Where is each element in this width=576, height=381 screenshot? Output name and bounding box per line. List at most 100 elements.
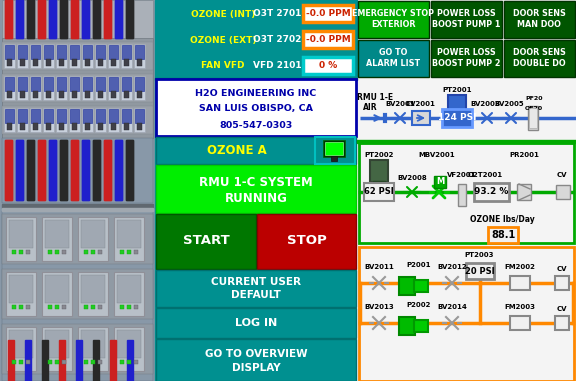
Bar bbox=[56, 76, 67, 100]
Text: DOOR SENS
DOUBLE DO: DOOR SENS DOUBLE DO bbox=[513, 48, 566, 68]
Text: CV: CV bbox=[557, 306, 567, 312]
Bar bbox=[4, 44, 15, 68]
Bar bbox=[108, 108, 119, 132]
Bar bbox=[81, 275, 105, 303]
Bar bbox=[8, 340, 14, 381]
Bar bbox=[155, 78, 357, 80]
Bar bbox=[556, 185, 570, 199]
Bar bbox=[2, 138, 153, 203]
Text: BV2003: BV2003 bbox=[470, 101, 500, 107]
Text: PT2002: PT2002 bbox=[364, 152, 393, 158]
Bar bbox=[412, 111, 430, 125]
Bar bbox=[357, 140, 576, 143]
Bar bbox=[4, 76, 15, 100]
Bar bbox=[56, 108, 67, 132]
Text: BV2008: BV2008 bbox=[397, 175, 427, 181]
Bar bbox=[45, 330, 69, 358]
Text: 124 PSI: 124 PSI bbox=[438, 114, 476, 123]
Bar bbox=[31, 109, 40, 123]
Bar bbox=[114, 272, 144, 316]
Bar bbox=[109, 109, 118, 123]
Bar bbox=[121, 76, 132, 100]
Bar bbox=[110, 340, 116, 381]
Bar bbox=[325, 142, 343, 155]
Bar bbox=[95, 76, 106, 100]
Bar bbox=[38, 0, 45, 38]
Bar bbox=[137, 91, 142, 98]
Bar bbox=[104, 0, 111, 38]
Text: FM2002: FM2002 bbox=[505, 264, 536, 270]
Bar bbox=[5, 0, 12, 38]
Text: H2O ENGINEERING INC: H2O ENGINEERING INC bbox=[195, 88, 317, 98]
Bar bbox=[85, 91, 90, 98]
Text: BV2013: BV2013 bbox=[364, 304, 394, 310]
Bar bbox=[55, 305, 59, 309]
Bar bbox=[82, 140, 89, 200]
Text: RMU 1-C SYSTEM: RMU 1-C SYSTEM bbox=[199, 176, 313, 189]
Bar bbox=[38, 140, 45, 200]
Bar bbox=[43, 44, 54, 68]
Bar bbox=[19, 305, 23, 309]
Bar bbox=[2, 42, 153, 70]
Bar bbox=[45, 275, 69, 303]
Bar bbox=[20, 123, 25, 130]
Bar bbox=[115, 0, 122, 38]
Text: BV2012: BV2012 bbox=[437, 264, 467, 270]
Bar bbox=[70, 45, 79, 59]
Text: VFD 2101: VFD 2101 bbox=[253, 61, 301, 70]
Bar bbox=[555, 316, 569, 330]
Bar bbox=[98, 360, 102, 364]
Bar bbox=[5, 140, 12, 200]
Bar bbox=[17, 76, 28, 100]
Text: CURRENT USER: CURRENT USER bbox=[211, 277, 301, 287]
Bar bbox=[2, 0, 153, 40]
Text: VF2001: VF2001 bbox=[447, 172, 477, 178]
Bar bbox=[442, 109, 472, 127]
Bar bbox=[122, 77, 131, 91]
Bar bbox=[81, 330, 105, 358]
Text: M: M bbox=[436, 178, 444, 187]
Text: 88.1: 88.1 bbox=[491, 230, 515, 240]
Bar bbox=[134, 250, 138, 254]
Bar bbox=[19, 250, 23, 254]
Text: OZONE (EXT): OZONE (EXT) bbox=[190, 35, 256, 45]
Bar bbox=[155, 0, 357, 381]
Bar bbox=[124, 123, 129, 130]
Bar bbox=[49, 0, 56, 38]
Bar bbox=[78, 272, 108, 316]
Bar bbox=[26, 250, 30, 254]
Text: OF20: OF20 bbox=[525, 106, 543, 110]
Text: 20 PSI: 20 PSI bbox=[465, 266, 495, 275]
Text: O3T 2702: O3T 2702 bbox=[253, 35, 301, 45]
Text: SAN LUIS OBISPO, CA: SAN LUIS OBISPO, CA bbox=[199, 104, 313, 114]
Bar bbox=[46, 59, 51, 66]
Text: MBV2001: MBV2001 bbox=[419, 152, 455, 158]
Bar bbox=[26, 305, 30, 309]
Bar bbox=[91, 250, 95, 254]
Bar bbox=[16, 140, 23, 200]
Bar bbox=[303, 31, 353, 48]
Text: AIR: AIR bbox=[363, 102, 377, 112]
Text: -0.0 PPM: -0.0 PPM bbox=[306, 35, 350, 45]
Bar bbox=[44, 45, 53, 59]
Bar bbox=[16, 0, 23, 38]
Bar bbox=[57, 109, 66, 123]
Bar bbox=[108, 76, 119, 100]
Bar bbox=[60, 140, 67, 200]
Text: CV: CV bbox=[557, 266, 567, 272]
Bar bbox=[137, 123, 142, 130]
Text: O3T 2701: O3T 2701 bbox=[253, 10, 301, 19]
Bar bbox=[504, 1, 575, 38]
Bar bbox=[55, 360, 59, 364]
Bar bbox=[69, 76, 80, 100]
Bar bbox=[466, 263, 494, 279]
Bar bbox=[20, 59, 25, 66]
Bar bbox=[127, 340, 133, 381]
Text: FAN VFD: FAN VFD bbox=[201, 61, 245, 70]
Bar bbox=[414, 320, 428, 332]
Bar bbox=[2, 324, 153, 374]
Text: PF20: PF20 bbox=[525, 96, 543, 101]
Text: 93.2 %: 93.2 % bbox=[474, 187, 508, 197]
Bar bbox=[9, 275, 33, 303]
Bar bbox=[71, 0, 78, 38]
